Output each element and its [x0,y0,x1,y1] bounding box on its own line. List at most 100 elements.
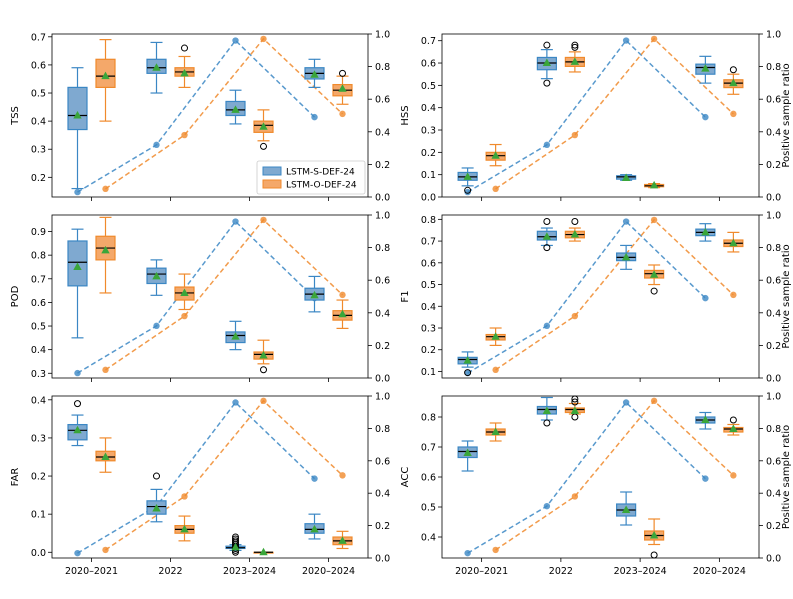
ratio-point-o [571,131,579,139]
box-s-0 [67,67,88,190]
y-tick-label: 0.9 [31,227,46,238]
mean-marker [570,230,580,238]
mean-marker [101,452,110,460]
x-tick-label: 2020–2024 [302,566,355,577]
y-tick-label: 0.7 [31,32,46,43]
outlier-point [571,41,579,49]
ratio-point-s [153,322,160,330]
box-s-3 [304,58,325,88]
ratio-point-o [260,216,267,224]
y-axis-label: POD [10,285,21,307]
y-tick-label: 0.6 [421,258,436,269]
ratio-point-o [492,185,499,193]
x-tick-label: 2023–2024 [614,566,667,577]
ratio-point-s [702,113,709,121]
ratio-point-o [492,366,499,374]
ratio-line-o [495,399,734,551]
mean-marker [152,63,161,71]
y2-tick-label: 0.8 [375,424,390,435]
y-axis-label: HSS [400,105,411,125]
mean-marker [701,227,710,236]
ratio-point-o [339,291,346,299]
outlier-point [543,218,551,226]
y-tick-label: 0.4 [421,302,436,313]
ratio-point-o [571,493,579,500]
y-tick-label: 0.5 [421,280,436,291]
mean-marker [491,332,500,340]
mean-marker [621,252,631,261]
mean-marker [152,271,161,280]
mean-marker [259,122,268,130]
y2-tick-label: 0.8 [766,243,781,254]
legend-swatch-s [262,166,282,176]
box-s-1 [146,259,167,296]
y-tick-label: 0.0 [31,548,46,559]
ratio-point-s [622,218,630,225]
panel-far: 0.0 0.1 0.2 0.3 0.4 0.0 0.2 0.4 0.6 0.8 1.0 2020–20… [10,392,390,578]
y2-tick-label: 0.8 [766,62,781,73]
box-s-0 [67,228,88,339]
legend: LSTM-S-DEF-24 LSTM-O-DEF-24 [256,160,366,195]
x-tick-label: 2020–2021 [65,566,118,577]
mean-marker [649,180,659,189]
y2-tick-label: 0.2 [766,341,781,352]
mean-marker [231,542,240,551]
y2-tick-label: 0.4 [375,489,390,500]
y2-tick-label: 0.4 [375,308,390,319]
y2-tick-label: 0.6 [375,95,390,106]
box-s-2 [616,173,637,182]
y-tick-label: 0.2 [31,472,46,483]
y-tick-label: 0.7 [421,237,436,248]
y-tick-label: 0.5 [31,89,46,100]
box-o-2 [253,339,274,374]
panel-acc: 0.4 0.5 0.6 0.7 0.8 0.0 0.2 0.4 0.6 0.8 1.0 2020–20… [400,392,792,578]
ratio-point-s [702,294,709,302]
y-tick-label: 0.5 [421,81,436,92]
mean-marker [259,547,268,556]
mean-marker [180,288,189,296]
y-tick-label: 0.6 [31,298,46,309]
y2-tick-label: 0.2 [766,521,781,532]
y2-tick-label: 1.0 [375,211,390,222]
mean-marker [542,406,552,414]
mean-marker [180,524,189,533]
y-tick-label: 0.4 [421,103,436,114]
ratio-point-s [464,549,471,557]
y-tick-label: 0.3 [31,369,46,380]
box-o-3 [723,416,744,436]
y-tick-label: 0.7 [421,443,436,454]
box-s-1 [536,396,557,427]
ratio-line-o [105,399,344,551]
outlier-point [153,472,160,480]
y-tick-label: 0.4 [31,117,46,128]
mean-marker [570,406,580,414]
y-axis-label: TSS [10,106,21,126]
outlier-point [260,142,267,150]
y2-tick-label: 0.2 [766,160,781,171]
mean-marker [463,356,472,364]
outlier-point [232,535,239,543]
y2-tick-label: 1.0 [375,30,390,41]
mean-marker [310,70,319,78]
ratio-point-o [260,35,267,43]
box-o-3 [332,530,353,550]
mean-marker [310,524,319,533]
mean-marker [701,415,710,423]
ratio-point-o [650,216,658,224]
box-o-3 [723,231,744,253]
y-tick-label: 0.0 [421,193,436,204]
y-tick-label: 0.6 [421,473,436,484]
ratio-point-s [543,502,551,510]
box-s-1 [536,218,557,252]
outlier-point [729,66,737,74]
y2-tick-label: 0.4 [766,308,781,319]
box-o-3 [332,69,353,105]
ratio-point-o [260,397,267,405]
panel-tss: 0.2 0.3 0.4 0.5 0.6 0.7 0.0 0.2 0.4 0.6 0.8 1.0 TSS L… [10,30,390,204]
y2-tick-label: 0.0 [766,374,781,385]
ratio-point-s [74,188,81,196]
y2-tick-label: 0.2 [375,160,390,171]
mean-marker [701,64,710,72]
